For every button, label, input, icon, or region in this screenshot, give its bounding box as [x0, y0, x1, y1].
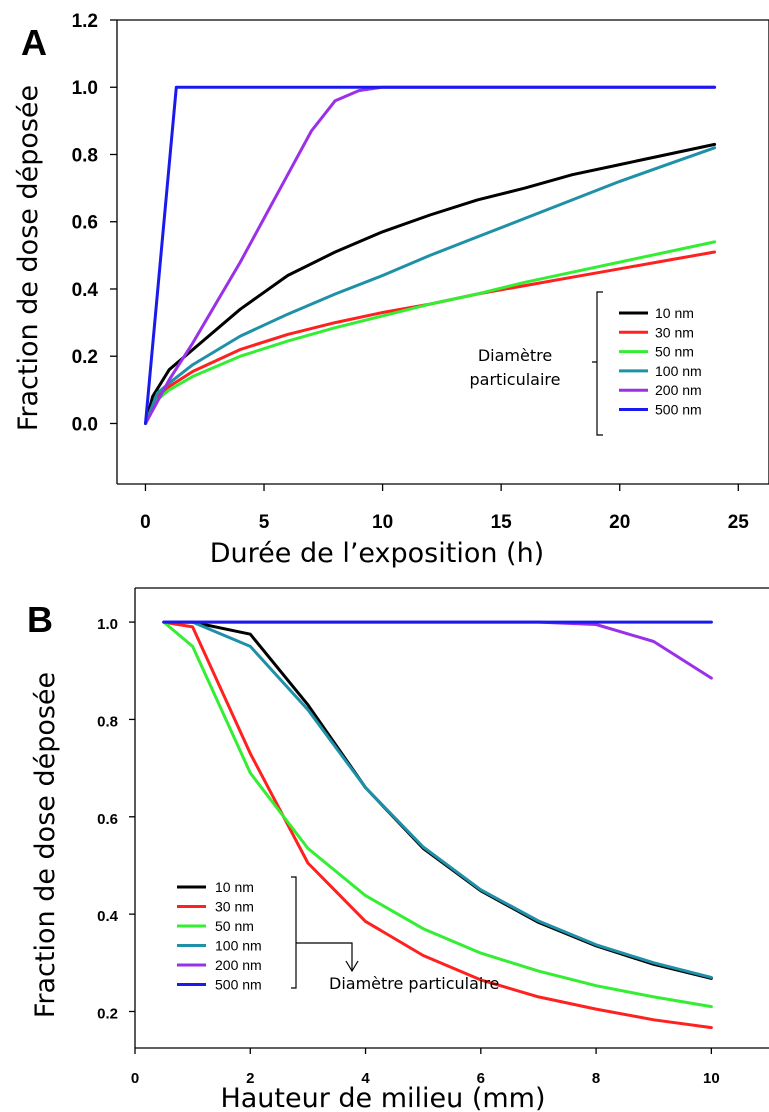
series-line-100-nm [162, 620, 713, 979]
x-tick-label: 0 [131, 1070, 139, 1087]
legend-bracket-arrow [291, 876, 353, 989]
x-axis-label: Hauteur de milieu (mm) [220, 1083, 545, 1112]
legend-label: 500 nm [215, 977, 262, 993]
y-tick-label: 0.4 [97, 908, 119, 925]
series-line-500-nm [144, 85, 717, 425]
x-tick-label: 0 [140, 512, 151, 533]
legend-bracket [592, 291, 603, 436]
x-tick-label: 2 [246, 1070, 254, 1087]
legend-label: 50 nm [655, 344, 694, 360]
panel-letter: A [21, 22, 47, 63]
legend-label: 100 nm [215, 938, 262, 954]
series-line-30-nm [144, 250, 717, 425]
x-tick-label: 15 [491, 512, 513, 533]
legend-title: Diamètre particulaire [329, 974, 499, 993]
panel-letter: B [27, 599, 53, 640]
legend-annotation-a: Diamètre particulaire [470, 291, 603, 436]
x-axis-label: Durée de l’exposition (h) [210, 538, 544, 569]
legend: 10 nm 30 nm 50 nm 100 nm 200 nm 500 nm [619, 305, 702, 418]
legend-title-line-2: particulaire [470, 370, 561, 389]
legend-label: 50 nm [215, 918, 254, 934]
y-tick-label: 0.2 [97, 1005, 118, 1022]
y-tick-label: 1.0 [97, 616, 118, 633]
series-line-30-nm [162, 620, 713, 1030]
y-tick-label: 1.0 [72, 78, 98, 99]
y-tick-label: 0.8 [72, 145, 98, 166]
legend-label: 10 nm [215, 879, 254, 895]
legend-annotation-b: Diamètre particulaire [291, 876, 499, 993]
y-tick-label: 0.8 [97, 713, 118, 730]
x-tick-label: 4 [361, 1070, 370, 1087]
x-tick-label: 25 [728, 512, 750, 533]
legend: 10 nm 30 nm 50 nm 100 nm 200 nm 500 nm [177, 879, 262, 993]
arrow-head-icon [345, 960, 359, 973]
legend-label: 100 nm [655, 363, 702, 379]
y-tick-label: 1.2 [72, 11, 98, 32]
chart-panel-b: 0 2 4 6 8 10 0.2 0.4 0.6 0.8 1.0 Hauteur de milieu … [27, 587, 769, 1112]
series-line-200-nm [162, 620, 713, 680]
legend-label: 30 nm [655, 324, 694, 340]
series-line-50-nm [144, 240, 717, 425]
legend-label: 500 nm [655, 402, 702, 418]
chart-panel-a: 0 5 10 15 20 25 0.0 0.2 0.4 0.6 0.8 1.0 1.2 Durée de … [13, 11, 769, 569]
x-tick-label: 10 [372, 512, 393, 533]
legend-label: 200 nm [215, 957, 262, 973]
x-tick-label: 6 [477, 1070, 485, 1087]
y-tick-label: 0.0 [72, 414, 98, 435]
series-line-100-nm [144, 146, 717, 425]
y-tick-label: 0.4 [72, 280, 99, 301]
legend-title-line-1: Diamètre [478, 346, 552, 365]
y-axis-label: Fraction de dose déposée [13, 85, 44, 431]
y-tick-label: 0.6 [97, 811, 118, 828]
y-axis-label: Fraction de dose déposée [30, 672, 61, 1018]
legend-label: 10 nm [655, 305, 694, 321]
y-tick-label: 0.2 [72, 347, 98, 368]
series-line-50-nm [162, 620, 713, 1009]
legend-label: 200 nm [655, 382, 702, 398]
legend-label: 30 nm [215, 899, 254, 915]
x-tick-label: 10 [703, 1070, 720, 1087]
x-tick-label: 20 [609, 512, 630, 533]
x-tick-label: 5 [259, 512, 270, 533]
x-tick-label: 8 [592, 1070, 600, 1087]
y-tick-label: 0.6 [72, 213, 98, 234]
series-line-10-nm [144, 142, 717, 425]
